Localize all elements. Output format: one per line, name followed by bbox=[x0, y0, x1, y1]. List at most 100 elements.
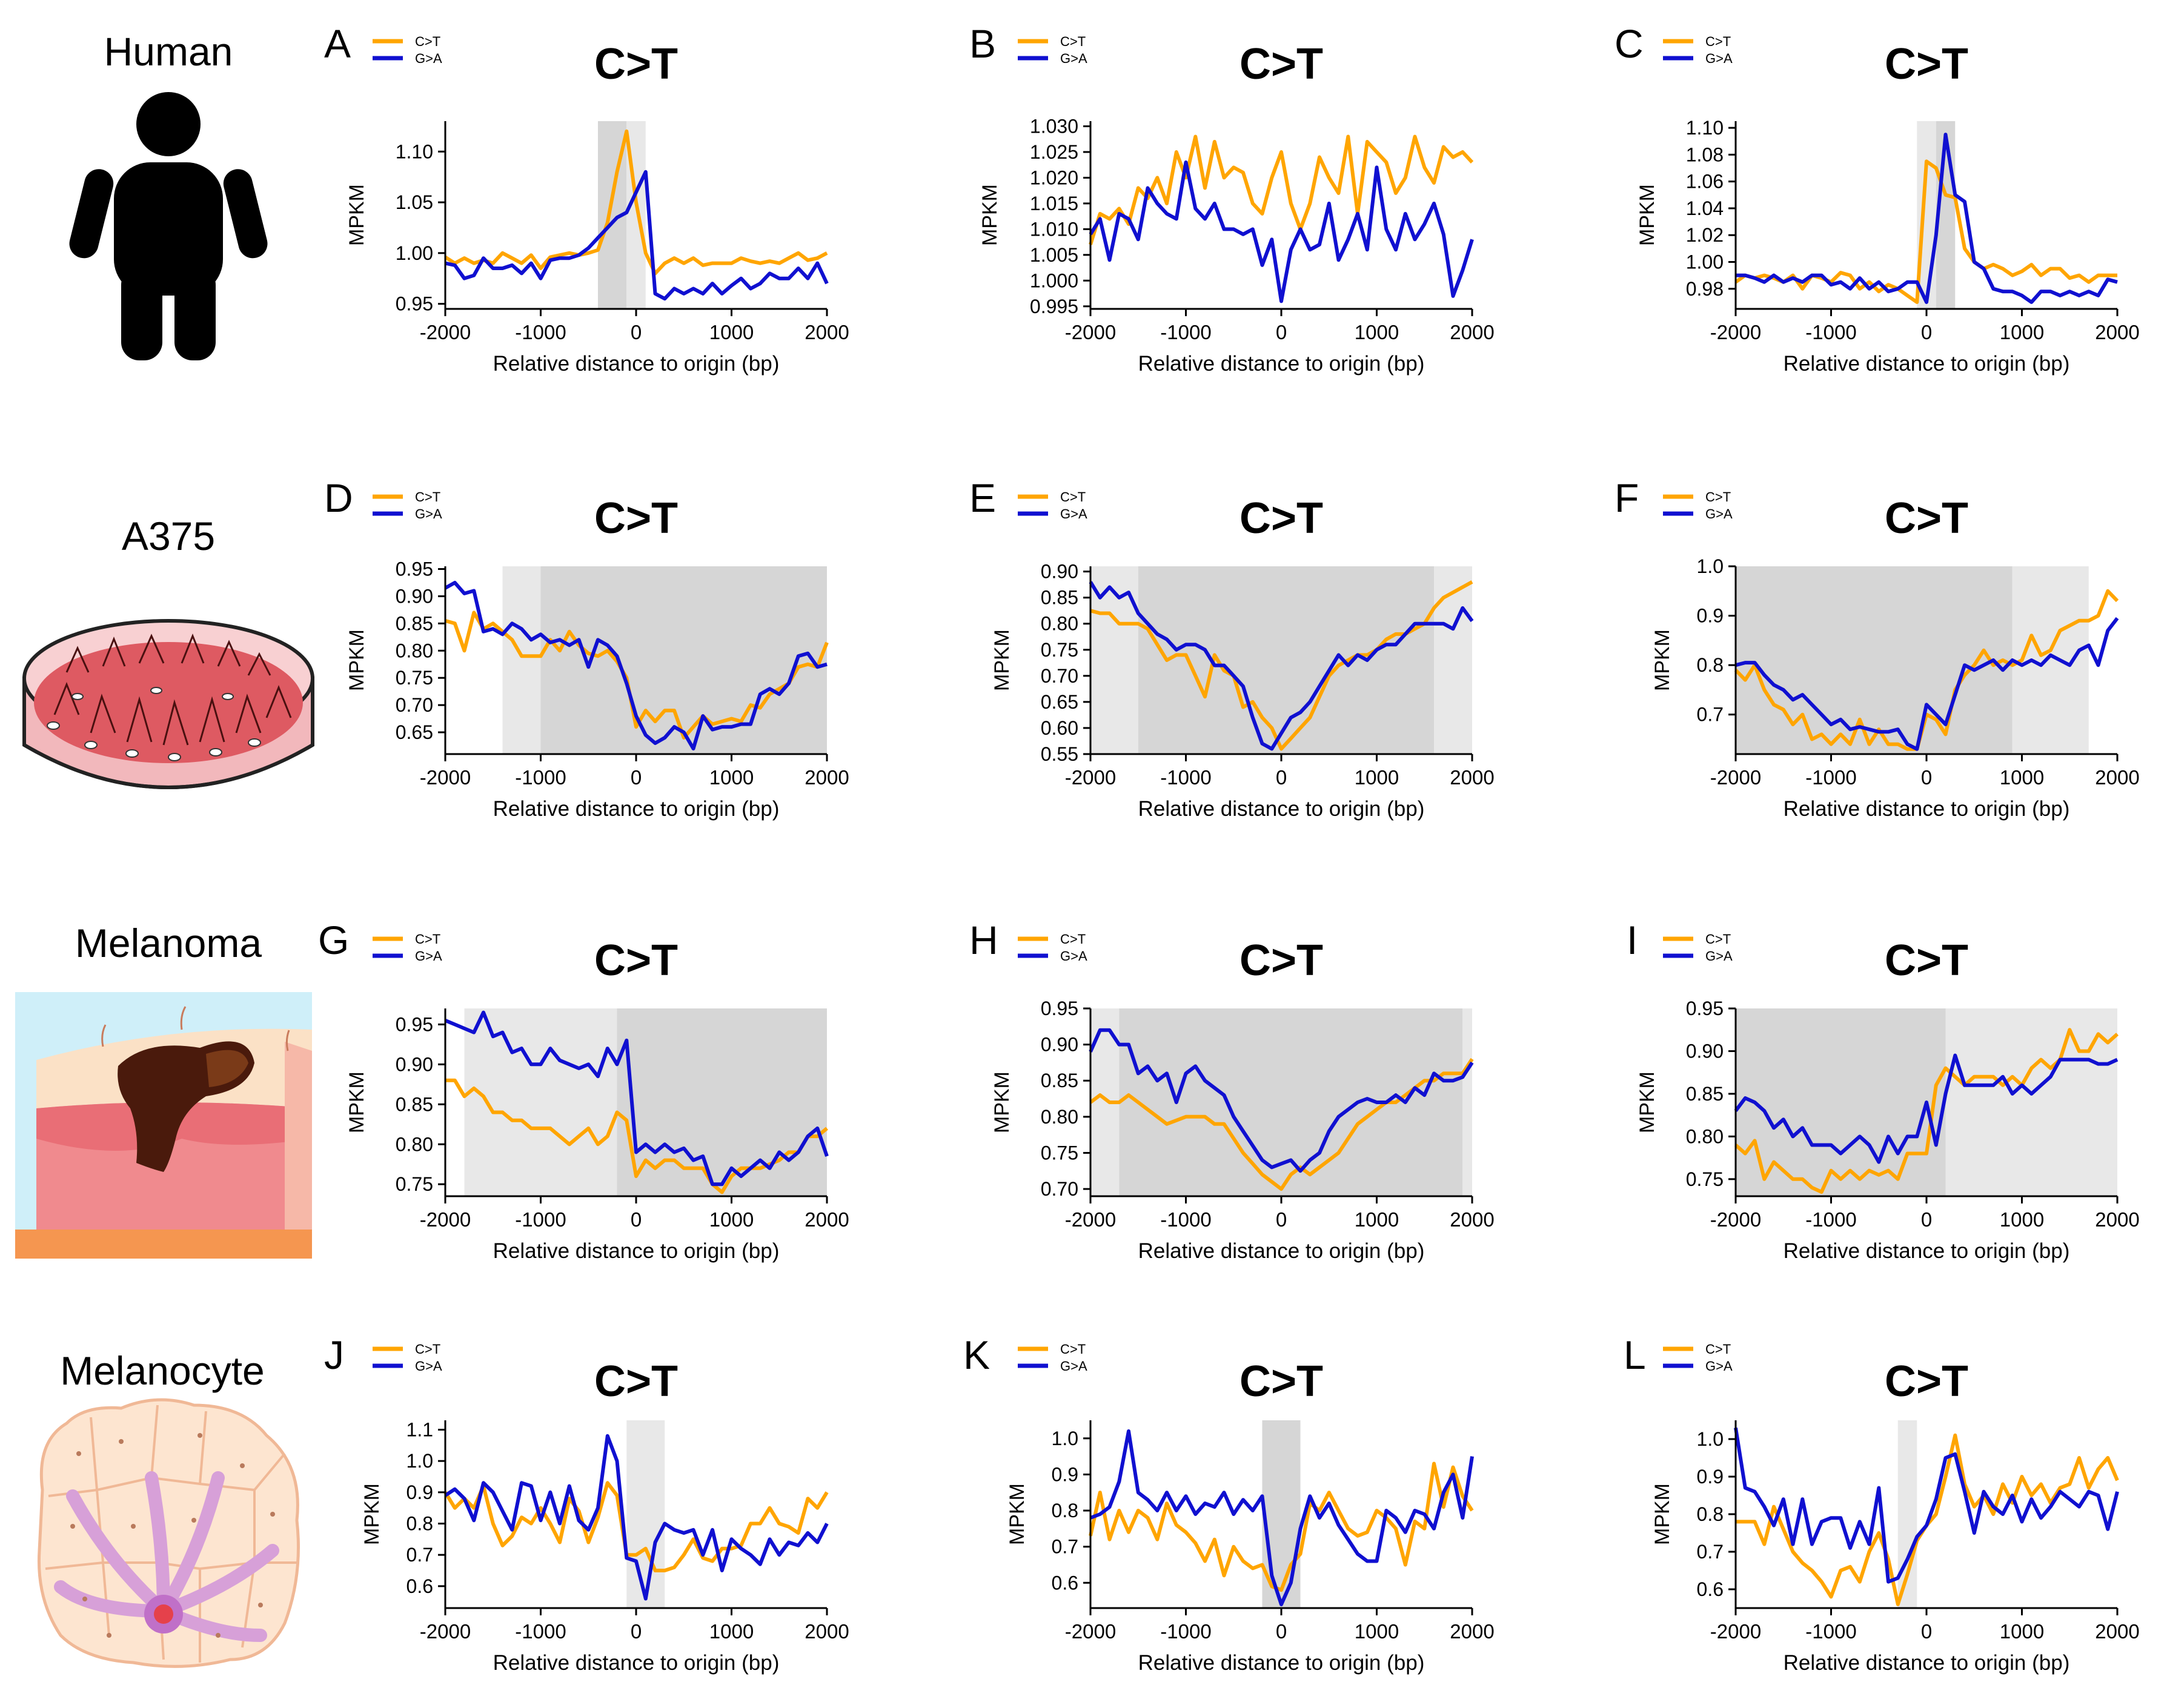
x-tick-label: -1000 bbox=[1160, 321, 1211, 343]
y-tick-label: 1.1 bbox=[407, 1419, 433, 1441]
chart-title: C>T bbox=[1885, 1357, 1968, 1406]
origin-shade-band bbox=[1119, 1008, 1463, 1196]
series-layer bbox=[1734, 589, 2119, 751]
y-tick-label: 0.55 bbox=[1041, 743, 1078, 765]
y-tick-label: 1.10 bbox=[1686, 117, 1724, 139]
series-layer bbox=[1089, 1429, 1474, 1606]
y-tick-label: 0.95 bbox=[1041, 998, 1078, 1019]
legend-ga-label: G>A bbox=[1060, 506, 1087, 521]
legend-ga-label: G>A bbox=[1705, 1359, 1733, 1374]
series-line-ct bbox=[443, 1481, 829, 1572]
y-tick-label: 1.0 bbox=[1697, 1428, 1724, 1450]
y-tick-label: 0.85 bbox=[1686, 1083, 1724, 1105]
panel-letter: F bbox=[1614, 475, 1639, 520]
x-tick-label: 1000 bbox=[2000, 321, 2044, 343]
y-tick-label: 1.0 bbox=[1052, 1428, 1078, 1449]
series-line-ct bbox=[1089, 1058, 1474, 1191]
chart-title: C>T bbox=[594, 936, 678, 985]
chart-title: C>T bbox=[594, 494, 678, 543]
shade-layer bbox=[464, 1008, 827, 1196]
x-axis-label: Relative distance to origin (bp) bbox=[1784, 797, 2070, 821]
y-tick-label: 1.010 bbox=[1030, 218, 1078, 240]
series-line-ga bbox=[444, 1434, 829, 1601]
panel-k: K C>T C>T G>A 0.6 0.7 0.8 0.9 1.0 -2000 -1000… bbox=[963, 1332, 1495, 1675]
x-tick-label: -2000 bbox=[420, 1208, 471, 1231]
y-tick-label: 0.9 bbox=[1697, 605, 1724, 627]
panel-letter: H bbox=[969, 918, 998, 962]
legend-ct-label: C>T bbox=[1705, 489, 1731, 505]
origin-shade-band bbox=[502, 566, 541, 754]
legend-ga-label: G>A bbox=[1060, 51, 1087, 66]
x-tick-label: 0 bbox=[1921, 1208, 1932, 1231]
x-tick-label: 1000 bbox=[709, 321, 754, 343]
panel-c: C C>T C>T G>A 0.98 1.00 1.02 1.04 1.06 1.08 1.… bbox=[1614, 21, 2140, 376]
panel-d: D C>T C>T G>A 0.650.700.750.800.850.900.… bbox=[324, 475, 849, 821]
panel-g: G C>T C>T G>A 0.75 0.80 0.85 0.90 0.95 -2000… bbox=[318, 918, 849, 1263]
x-tick-label: -1000 bbox=[515, 1208, 566, 1231]
y-tick-layer: 0.98 1.00 1.02 1.04 1.06 1.08 1.10 bbox=[1686, 117, 1736, 300]
x-tick-label: 0 bbox=[631, 766, 642, 789]
legend-ga-label: G>A bbox=[1705, 506, 1733, 521]
y-tick-label: 0.80 bbox=[1041, 1106, 1078, 1128]
series-layer bbox=[1089, 134, 1474, 303]
y-axis-label: MPKM bbox=[991, 1071, 1014, 1133]
x-tick-label: -2000 bbox=[1710, 766, 1761, 789]
series-line-ct bbox=[1736, 1433, 2119, 1606]
x-tick-label: 0 bbox=[1276, 766, 1287, 789]
legend-ga-label: G>A bbox=[415, 506, 442, 521]
y-tick-label: 1.025 bbox=[1030, 141, 1078, 163]
y-axis-label: MPKM bbox=[345, 184, 368, 246]
panel-letter: A bbox=[324, 21, 351, 66]
y-tick-label: 1.005 bbox=[1030, 244, 1078, 266]
series-layer bbox=[1734, 1028, 2119, 1194]
x-tick-label: -1000 bbox=[515, 766, 566, 789]
y-tick-label: 0.75 bbox=[396, 1173, 433, 1195]
y-tick-label: 0.995 bbox=[1030, 296, 1078, 317]
x-tick-label: 0 bbox=[1921, 1620, 1932, 1643]
y-tick-layer: 0.6 0.7 0.8 0.9 1.0 bbox=[1697, 1428, 1736, 1600]
y-axis-label: MPKM bbox=[978, 184, 1001, 246]
x-tick-label: 1000 bbox=[1355, 321, 1399, 343]
y-tick-layer: 0.75 0.80 0.85 0.90 0.95 bbox=[1686, 998, 1736, 1190]
legend-ct-label: C>T bbox=[415, 932, 440, 947]
x-axis-label: Relative distance to origin (bp) bbox=[493, 1239, 780, 1263]
legend-ct-label: C>T bbox=[415, 1342, 440, 1357]
x-tick-label: 2000 bbox=[2095, 766, 2139, 789]
origin-shade-band bbox=[626, 1420, 665, 1608]
row-label-melanocyte: Melanocyte bbox=[60, 1348, 265, 1393]
x-axis-label: Relative distance to origin (bp) bbox=[1138, 797, 1425, 821]
x-tick-layer: -2000 -1000 0 1000 2000 bbox=[1710, 754, 2140, 789]
x-axis-label: Relative distance to origin (bp) bbox=[1784, 352, 2070, 376]
y-tick-label: 0.75 bbox=[1041, 639, 1078, 661]
series-layer bbox=[443, 1434, 829, 1601]
legend-ga-label: G>A bbox=[415, 948, 442, 964]
legend-ct-label: C>T bbox=[1060, 932, 1086, 947]
x-tick-label: -2000 bbox=[1710, 321, 1761, 343]
y-tick-label: 0.90 bbox=[396, 585, 433, 607]
panel-letter: L bbox=[1624, 1332, 1646, 1377]
panel-grid: A C>T C>T G>A 0.951.001.051.10 -2000 -100… bbox=[318, 21, 2140, 1675]
legend-ga-label: G>A bbox=[415, 1359, 442, 1374]
y-tick-label: 1.00 bbox=[1686, 251, 1724, 273]
legend-ga-label: G>A bbox=[1705, 948, 1733, 964]
x-tick-label: 2000 bbox=[2095, 321, 2139, 343]
y-tick-label: 0.95 bbox=[396, 1013, 433, 1035]
x-tick-label: -1000 bbox=[1805, 766, 1856, 789]
panel-e: E C>T C>T G>A 0.550.600.650.700.750.800.… bbox=[969, 475, 1495, 821]
chart-title: C>T bbox=[594, 40, 678, 88]
x-tick-label: 0 bbox=[631, 321, 642, 343]
melanocyte-cell-icon bbox=[37, 1398, 300, 1668]
y-tick-label: 0.75 bbox=[1041, 1142, 1078, 1163]
chart-title: C>T bbox=[1885, 936, 1968, 985]
x-tick-label: -1000 bbox=[1160, 1208, 1211, 1231]
panel-f: F C>T C>T G>A 0.7 0.8 0.9 1.0 -2000 -1000 0 10… bbox=[1614, 475, 2140, 821]
y-tick-label: 0.9 bbox=[1052, 1463, 1078, 1485]
chart-title: C>T bbox=[1885, 494, 1968, 543]
row-column: Human A375 bbox=[15, 29, 314, 1668]
x-tick-label: -2000 bbox=[420, 1620, 471, 1643]
series-line-ga bbox=[445, 170, 829, 301]
y-tick-label: 0.85 bbox=[1041, 587, 1078, 609]
series-line-ga bbox=[444, 1010, 829, 1187]
y-tick-label: 0.75 bbox=[396, 667, 433, 689]
